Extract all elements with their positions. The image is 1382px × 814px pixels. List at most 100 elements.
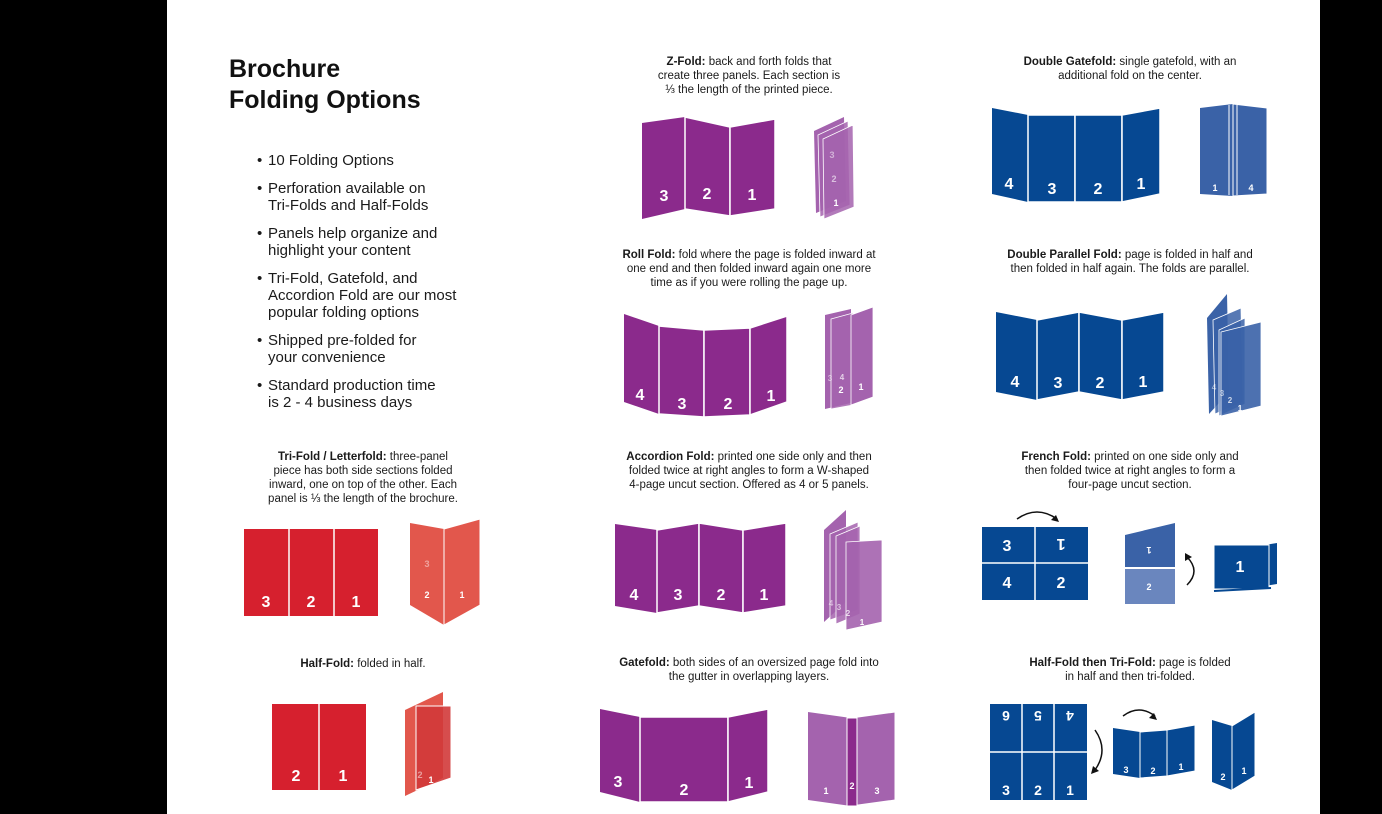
- arrowhead-icon: [1091, 766, 1099, 774]
- panel-number: 2: [424, 590, 429, 600]
- panel-number: 3: [614, 774, 623, 791]
- panel-number: 1: [860, 618, 865, 627]
- doublegate-right-half: [1232, 103, 1268, 197]
- panel-number: 2: [1034, 782, 1042, 798]
- rollfold-caption: Roll Fold: fold where the page is folded…: [589, 248, 909, 290]
- panel-number: 2: [1146, 582, 1151, 592]
- doublegate-panel-3: [1027, 114, 1076, 203]
- zfold-panel-3: [642, 117, 685, 219]
- page-title: Brochure Folding Options: [229, 55, 421, 114]
- panel-number: 1: [823, 786, 828, 796]
- trifold-back-panel: [410, 523, 444, 625]
- panel-number: 4: [630, 587, 639, 604]
- panel-number: 1: [1212, 183, 1217, 193]
- panel-number: 3: [424, 559, 429, 569]
- rotate-arrow-icon: [1016, 511, 1058, 520]
- rollfold-flat-diagram: 4 3 2 1: [624, 314, 788, 418]
- panel-number: 4: [1212, 383, 1217, 392]
- panel-number: 2: [831, 174, 836, 184]
- panel-number: 4: [840, 373, 845, 382]
- panel-number: 2: [724, 396, 733, 413]
- halftri-desc: page is folded in half and then tri-fold…: [1065, 657, 1231, 683]
- panel-number: 4: [829, 599, 834, 608]
- panel-number: 2: [846, 609, 851, 618]
- french-flow-diagram: 3 1 4 2 1 2 1: [982, 511, 1277, 604]
- panel-number: 1: [352, 594, 361, 611]
- panel-number: 2: [1228, 396, 1233, 405]
- halffold-desc: folded in half.: [354, 658, 426, 670]
- panel-number: 4: [1248, 183, 1253, 193]
- accordion-caption: Accordion Fold: printed one side only an…: [589, 450, 909, 492]
- accordion-folded-diagram: 4 3 2 1: [824, 510, 883, 631]
- panel-number: 5: [1034, 708, 1042, 724]
- gatefold-back-left: [808, 712, 851, 806]
- french-final-fold: [1213, 544, 1270, 590]
- panel-number: 1: [1146, 545, 1151, 555]
- trifold-flat-diagram: 3 2 1: [244, 529, 378, 616]
- panel-number: 2: [307, 594, 316, 611]
- accordion-desc: printed one side only and then folded tw…: [628, 451, 872, 491]
- panel-number: 2: [292, 768, 301, 785]
- rollfold-name: Roll Fold:: [622, 249, 676, 261]
- zfold-flat-diagram: 3 2 1: [642, 116, 776, 219]
- gatefold-back-right: [850, 711, 896, 807]
- trifold-name: Tri-Fold / Letterfold:: [278, 451, 387, 463]
- panel-number: 2: [849, 781, 854, 791]
- french-half-bottom: [1125, 569, 1175, 604]
- panel-number: 1: [339, 768, 348, 785]
- panel-number: 3: [1123, 765, 1128, 775]
- rotate-arrow-icon: [1094, 729, 1103, 771]
- panel-number: 2: [1220, 772, 1225, 782]
- zfold-name: Z-Fold:: [666, 56, 706, 68]
- panel-number: 3: [837, 603, 842, 612]
- doublegate-flat-diagram: 4 3 2 1: [992, 107, 1161, 203]
- panel-number: 1: [767, 388, 776, 405]
- french-desc: printed on one side only and then folded…: [1024, 451, 1239, 491]
- accordion-name: Accordion Fold:: [626, 451, 715, 463]
- panel-number: 1: [833, 198, 838, 208]
- arrowhead-icon: [1051, 515, 1059, 522]
- rollfold-folded-diagram: 3 4 2 1: [825, 306, 874, 410]
- panel-number: 3: [828, 374, 833, 383]
- doubleparallel-flat-diagram: 4 3 2 1: [996, 311, 1165, 401]
- halffold-folded-diagram: 2 1: [405, 692, 452, 796]
- doubleparallel-caption: Double Parallel Fold: page is folded in …: [975, 248, 1285, 276]
- feature-item: 10 Folding Options: [257, 152, 517, 169]
- accordion-panel-1: [742, 522, 787, 614]
- panel-number: 1: [858, 382, 863, 392]
- panel-number: 1: [745, 775, 754, 792]
- panel-number: 3: [1003, 538, 1012, 555]
- panel-number: 2: [1150, 766, 1155, 776]
- panel-number: 3: [1220, 389, 1225, 398]
- panel-number: 1: [1137, 176, 1146, 193]
- gatefold-right-flap: [727, 708, 769, 803]
- halftri-mid-panel-1: [1166, 724, 1196, 777]
- zfold-desc: back and forth folds that create three p…: [657, 56, 841, 96]
- panel-number: 3: [874, 786, 879, 796]
- panel-number: 2: [1057, 575, 1066, 592]
- panel-number: 2: [680, 782, 689, 799]
- gatefold-folded-diagram: 1 2 3: [808, 711, 896, 807]
- zfold-caption: Z-Fold: back and forth folds that create…: [599, 55, 899, 97]
- panel-number: 3: [262, 594, 271, 611]
- panel-number: 1: [1139, 374, 1148, 391]
- arrowhead-icon: [1185, 553, 1192, 561]
- feature-item: Panels help organize and highlight your …: [257, 225, 517, 259]
- rotate-arrow-icon: [1186, 556, 1195, 586]
- panel-number: 4: [1011, 374, 1020, 391]
- panel-number: 2: [717, 587, 726, 604]
- brochure-page: Brochure Folding Options 10 Folding Opti…: [167, 0, 1320, 814]
- feature-item: Shipped pre-folded for your convenience: [257, 332, 517, 366]
- panel-number: 1: [428, 775, 433, 785]
- halffold-caption: Half-Fold: folded in half.: [237, 657, 489, 671]
- doublegate-panel-2: [1074, 114, 1123, 203]
- doublegate-folded-diagram: 1 4: [1200, 103, 1268, 197]
- halffold-front-panel: [415, 705, 452, 791]
- panel-number: 1: [760, 587, 769, 604]
- panel-number: 6: [1002, 708, 1010, 724]
- halftri-name: Half-Fold then Tri-Fold:: [1029, 657, 1156, 669]
- panel-number: 1: [459, 590, 464, 600]
- panel-number: 3: [1002, 782, 1010, 798]
- french-half-top: [1125, 523, 1175, 567]
- gatefold-caption: Gatefold: both sides of an oversized pag…: [589, 656, 909, 684]
